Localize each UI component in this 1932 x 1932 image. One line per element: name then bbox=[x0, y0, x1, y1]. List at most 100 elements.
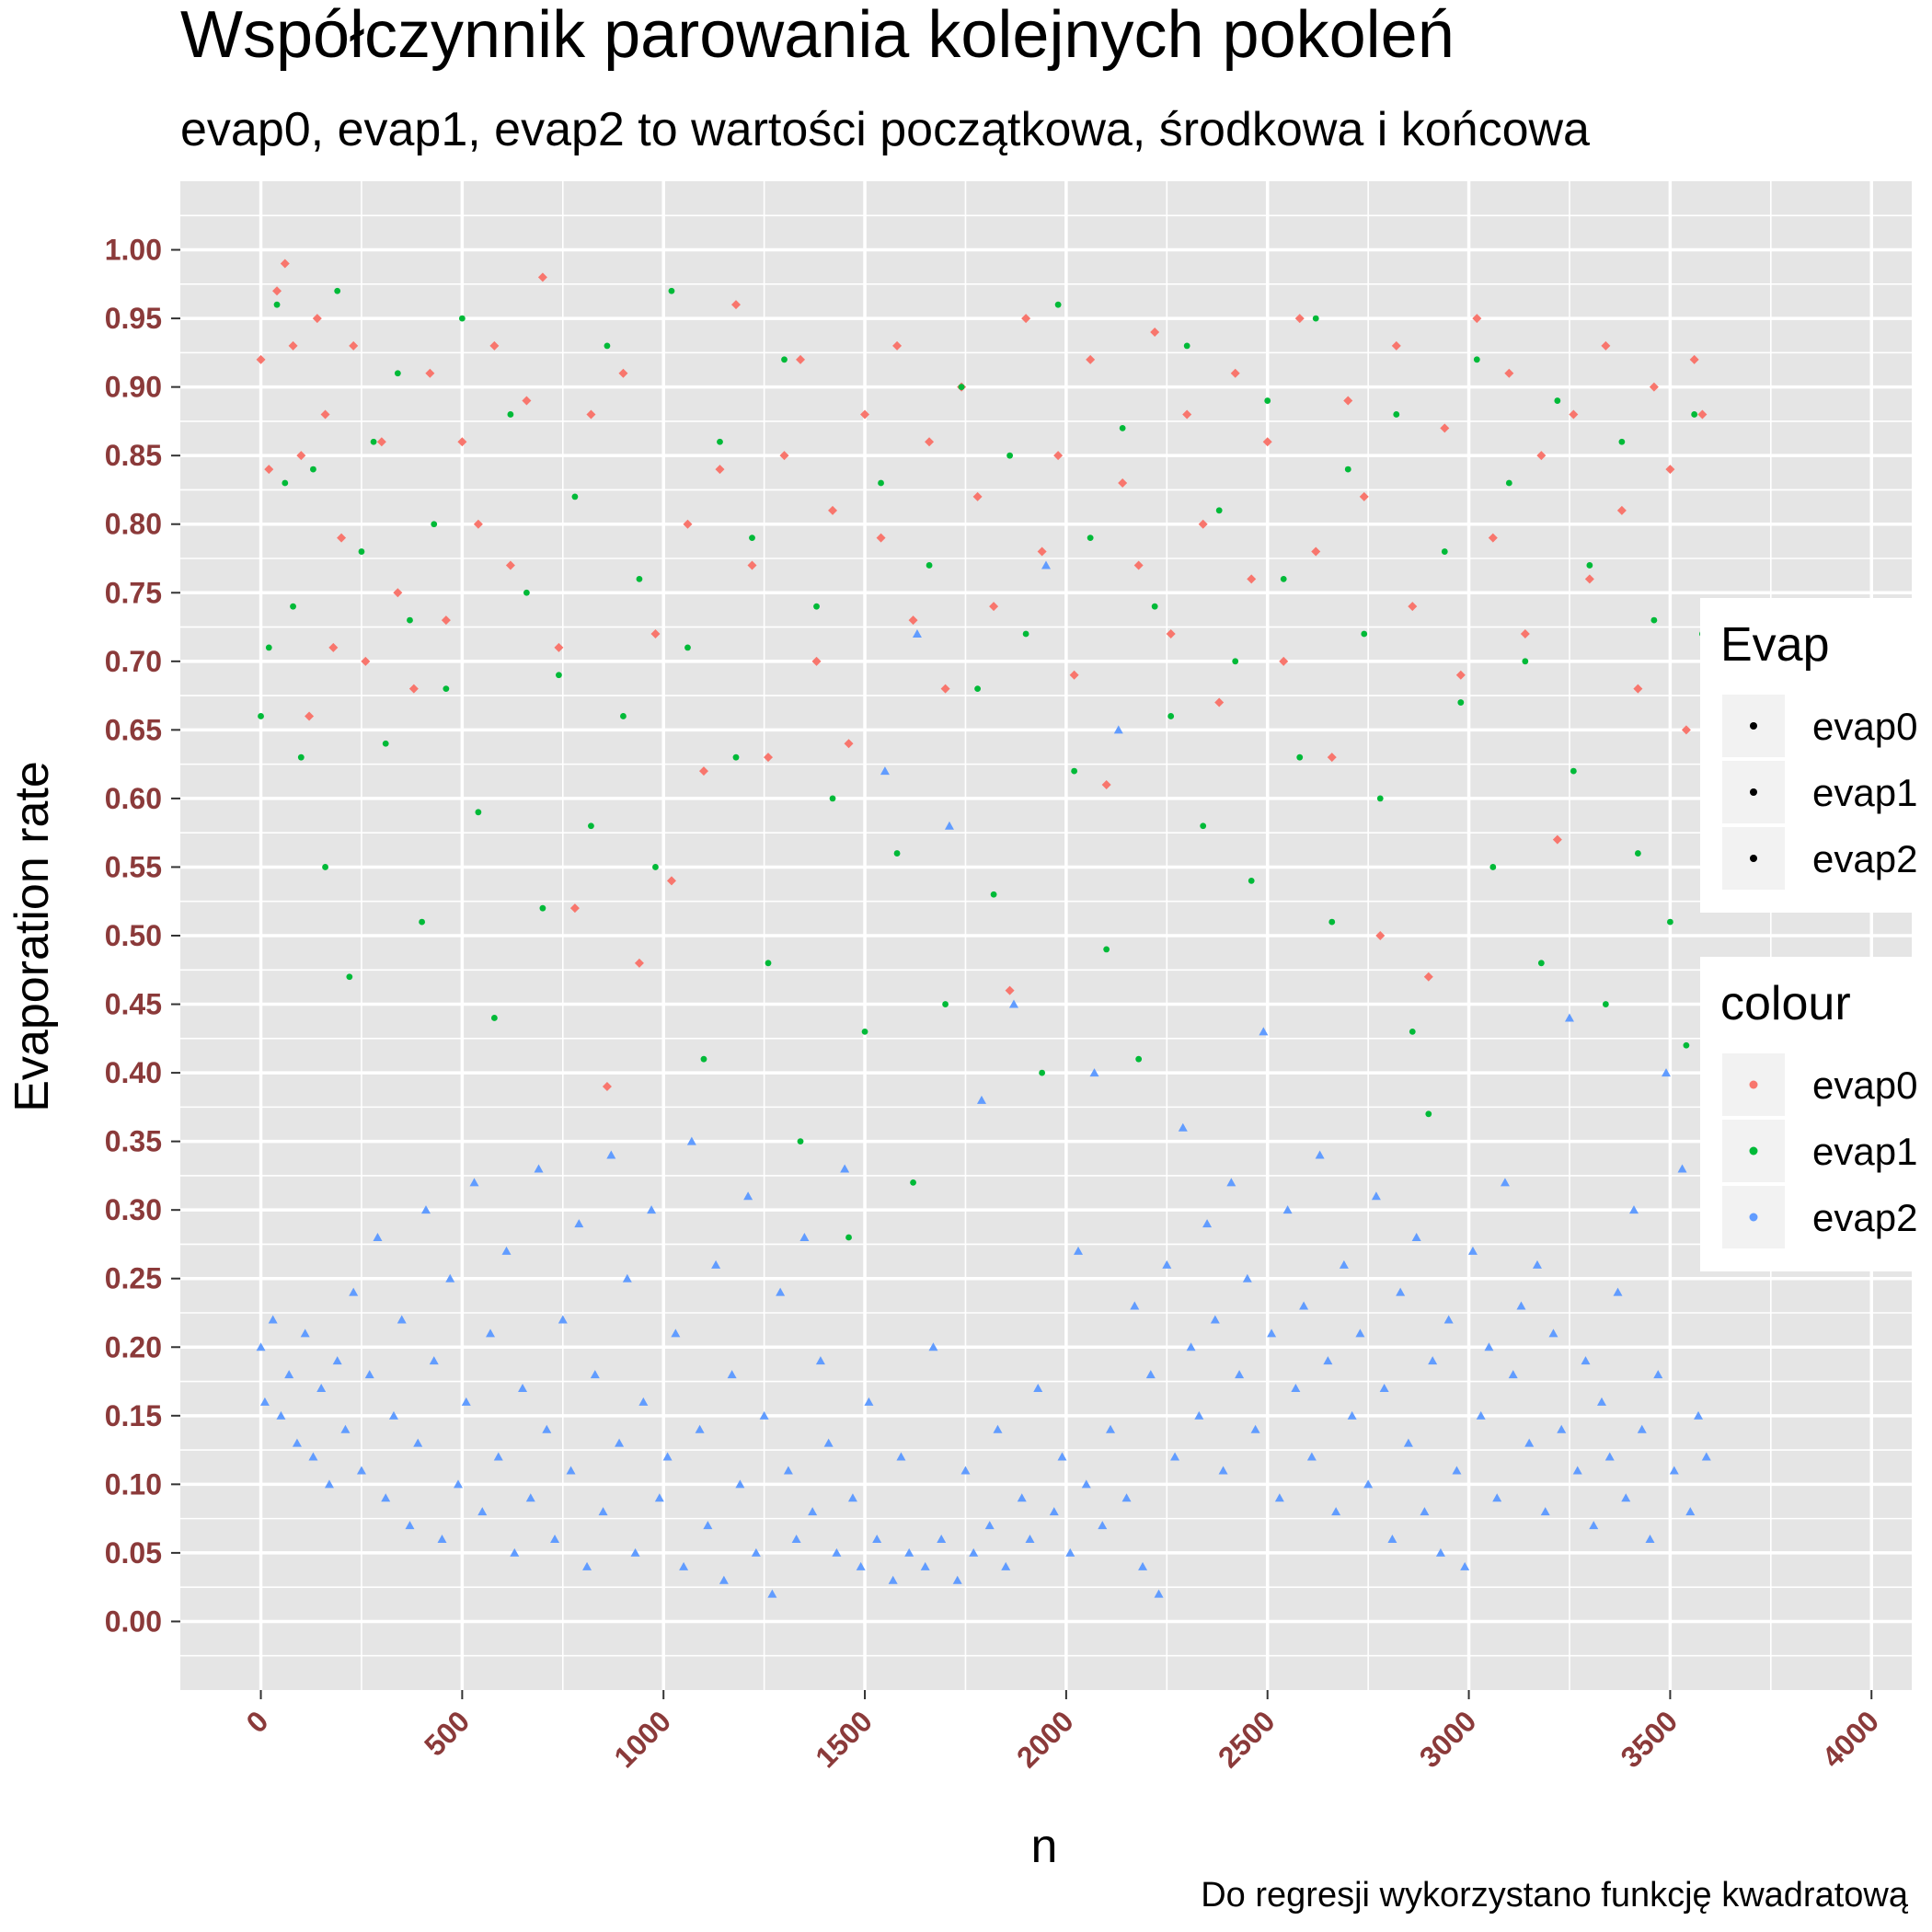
point-evap2 bbox=[872, 1535, 882, 1543]
point-evap1 bbox=[1071, 767, 1078, 775]
point-evap1 bbox=[431, 521, 438, 528]
point-evap2 bbox=[1452, 1466, 1462, 1475]
point-evap2 bbox=[1540, 1507, 1550, 1516]
x-tick-label: 4000 bbox=[1815, 1704, 1885, 1774]
point-evap1 bbox=[878, 479, 884, 487]
y-tick-label: 0.85 bbox=[105, 439, 162, 472]
legend-evap-label-1: evap1 bbox=[1812, 771, 1917, 814]
y-tick-label: 0.80 bbox=[105, 508, 162, 541]
point-evap2 bbox=[276, 1410, 286, 1420]
point-evap0 bbox=[393, 588, 403, 598]
legend-colour-label-2: evap2 bbox=[1812, 1196, 1917, 1239]
legend-colour: colour evap0 evap1 evap2 bbox=[1700, 957, 1917, 1271]
point-evap0 bbox=[473, 519, 483, 529]
point-evap2 bbox=[1242, 1273, 1252, 1282]
point-evap1 bbox=[829, 795, 836, 802]
point-evap0 bbox=[1633, 684, 1643, 694]
point-evap2 bbox=[776, 1287, 786, 1296]
point-evap2 bbox=[1460, 1561, 1470, 1570]
point-evap2 bbox=[453, 1479, 463, 1489]
point-evap2 bbox=[1604, 1452, 1615, 1461]
point-evap2 bbox=[566, 1466, 576, 1475]
point-evap0 bbox=[425, 368, 435, 378]
point-evap2 bbox=[1669, 1466, 1679, 1475]
point-evap2 bbox=[767, 1589, 777, 1598]
point-evap2 bbox=[622, 1273, 632, 1282]
point-evap0 bbox=[1440, 423, 1450, 433]
point-evap1 bbox=[290, 603, 296, 610]
point-evap0 bbox=[618, 368, 628, 378]
point-evap1 bbox=[394, 370, 401, 377]
point-evap2 bbox=[259, 1397, 270, 1406]
point-evap2 bbox=[1049, 1507, 1059, 1516]
point-evap2 bbox=[1194, 1410, 1204, 1420]
point-evap0 bbox=[892, 340, 903, 351]
point-evap2 bbox=[373, 1233, 383, 1241]
point-evap2 bbox=[590, 1370, 600, 1379]
point-evap1 bbox=[539, 904, 546, 912]
point-evap2 bbox=[1291, 1384, 1301, 1392]
point-evap0 bbox=[505, 560, 515, 570]
point-evap2 bbox=[1025, 1535, 1035, 1543]
point-evap1 bbox=[1505, 479, 1512, 487]
point-evap2 bbox=[469, 1178, 479, 1187]
y-tick-label: 0.50 bbox=[105, 919, 162, 952]
point-evap2 bbox=[888, 1575, 898, 1584]
point-evap2 bbox=[1355, 1328, 1365, 1338]
point-evap1 bbox=[1119, 424, 1126, 431]
point-evap0 bbox=[1069, 670, 1079, 680]
legend-evap-label-2: evap2 bbox=[1812, 837, 1917, 880]
point-evap1 bbox=[974, 685, 981, 693]
point-evap1 bbox=[334, 287, 341, 294]
point-evap2 bbox=[1162, 1259, 1172, 1269]
point-evap2 bbox=[1557, 1424, 1567, 1433]
point-evap2 bbox=[638, 1397, 649, 1406]
legend-evap-title: Evap bbox=[1720, 618, 1830, 672]
point-evap1 bbox=[990, 891, 997, 898]
point-evap2 bbox=[542, 1424, 552, 1433]
y-tick-label: 0.65 bbox=[105, 713, 162, 746]
point-evap1 bbox=[781, 356, 788, 363]
point-evap2 bbox=[783, 1466, 793, 1475]
point-evap2 bbox=[518, 1384, 528, 1392]
point-evap1 bbox=[297, 753, 305, 761]
point-evap2 bbox=[420, 1205, 431, 1214]
point-evap0 bbox=[361, 656, 371, 666]
x-axis-ticks: 0 500 1000 1500 2000 2500 3000 3500 4000 bbox=[239, 1690, 1885, 1774]
point-evap2 bbox=[308, 1452, 318, 1461]
point-evap1 bbox=[1473, 356, 1480, 363]
point-evap2 bbox=[1629, 1205, 1639, 1214]
legend-evap-symbol-0 bbox=[1750, 722, 1757, 730]
point-evap0 bbox=[779, 451, 789, 461]
point-evap1 bbox=[1248, 877, 1255, 884]
point-evap2 bbox=[1516, 1301, 1526, 1310]
point-evap1 bbox=[604, 342, 611, 350]
point-evap0 bbox=[698, 766, 708, 776]
point-evap2 bbox=[960, 1466, 971, 1475]
point-evap0 bbox=[1133, 560, 1144, 570]
point-evap2 bbox=[332, 1356, 342, 1365]
point-evap1 bbox=[273, 301, 281, 308]
point-evap1 bbox=[1666, 918, 1673, 926]
point-evap1 bbox=[1200, 822, 1207, 830]
point-evap2 bbox=[300, 1328, 310, 1338]
point-evap0 bbox=[256, 354, 266, 364]
legend-colour-label-1: evap1 bbox=[1812, 1130, 1917, 1173]
point-evap2 bbox=[1371, 1191, 1381, 1201]
point-evap1 bbox=[797, 1138, 804, 1145]
point-evap2 bbox=[1130, 1301, 1140, 1310]
point-evap2 bbox=[1645, 1535, 1655, 1543]
y-tick-label: 0.60 bbox=[105, 782, 162, 815]
point-evap2 bbox=[735, 1479, 745, 1489]
y-tick-label: 0.95 bbox=[105, 302, 162, 335]
point-evap2 bbox=[349, 1287, 359, 1296]
point-evap2 bbox=[727, 1370, 737, 1379]
point-evap2 bbox=[550, 1535, 560, 1543]
point-evap0 bbox=[1327, 753, 1337, 763]
point-evap1 bbox=[1425, 1110, 1432, 1118]
legend-evap: Evap evap0 evap1 evap2 bbox=[1700, 598, 1917, 913]
point-evap2 bbox=[405, 1521, 415, 1530]
point-evap1 bbox=[282, 479, 289, 487]
point-evap0 bbox=[1262, 437, 1272, 447]
